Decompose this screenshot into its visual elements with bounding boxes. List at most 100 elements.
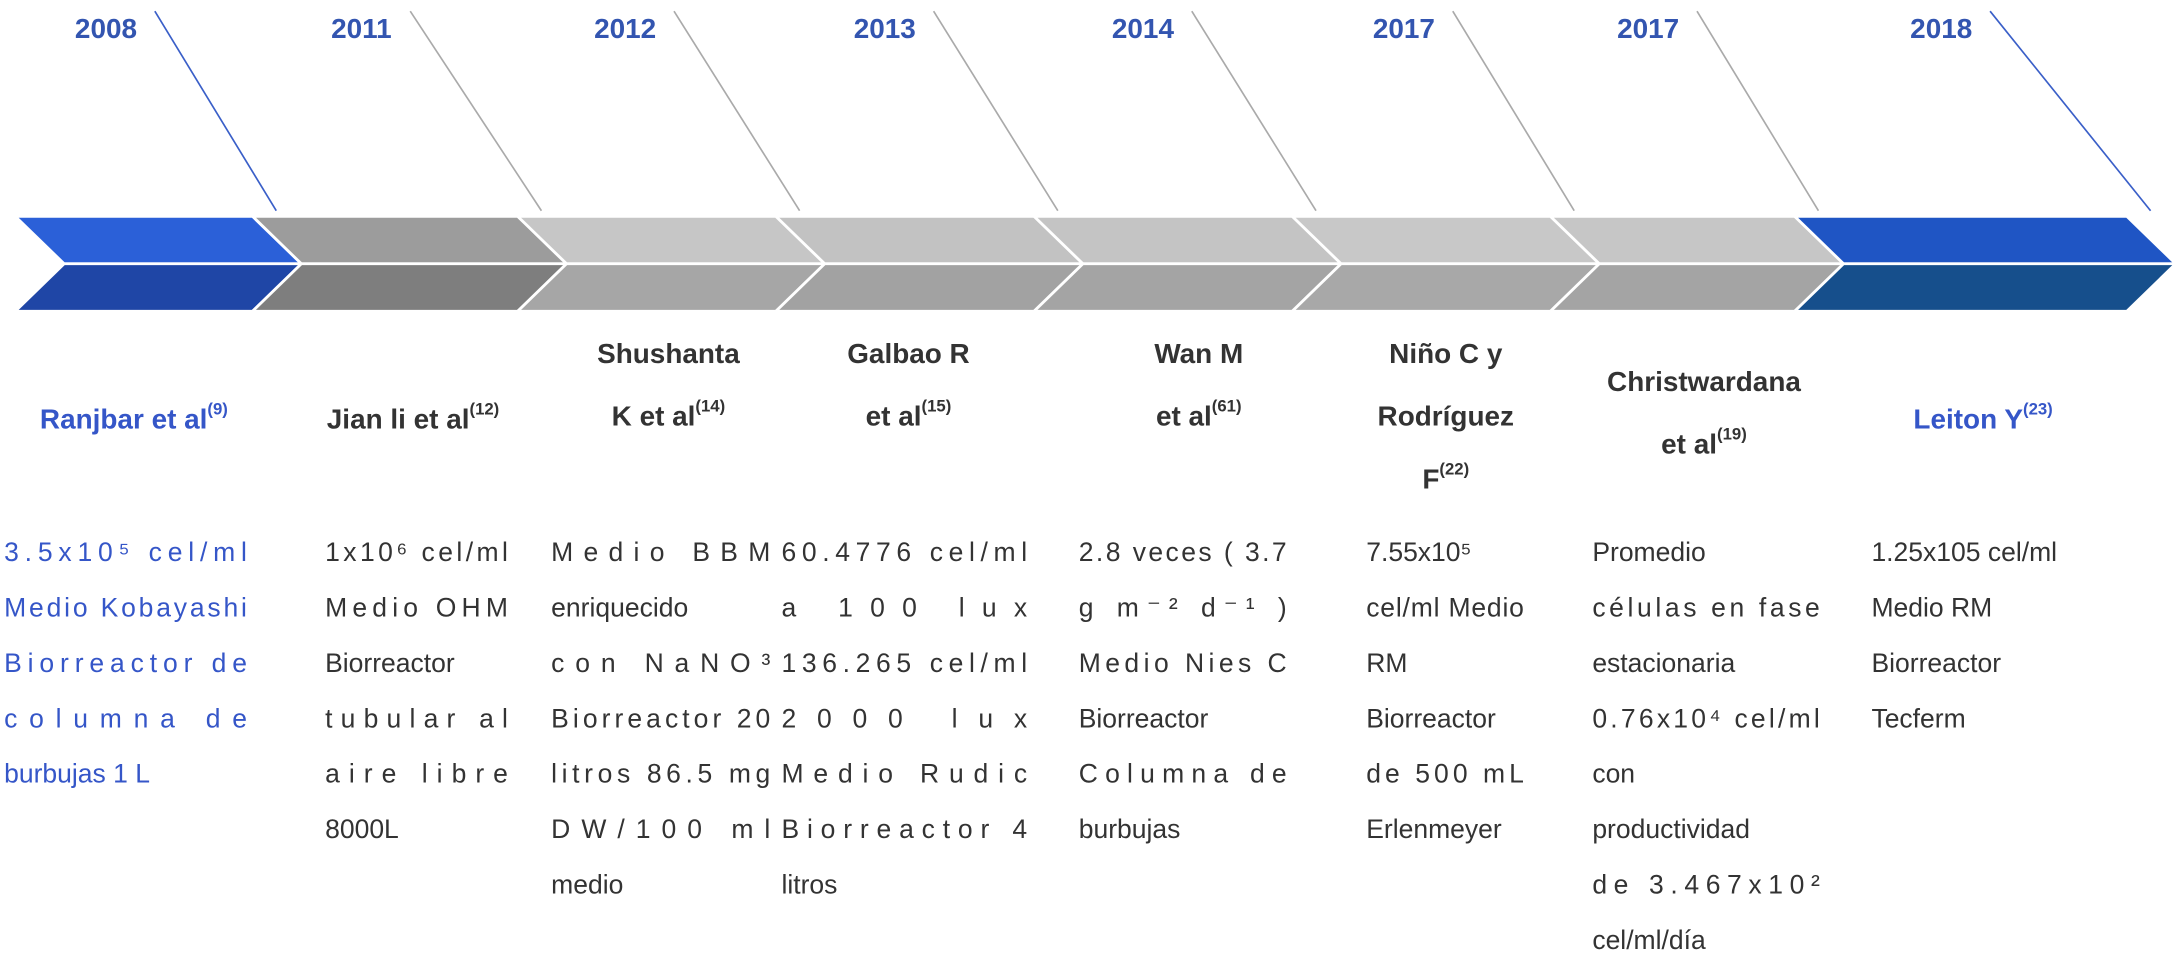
detail-line: columna de (4, 703, 247, 733)
arrow-top (1030, 214, 1345, 266)
detail-line: burbujas 1 L (4, 759, 150, 789)
arrow-top (1791, 214, 2180, 266)
detail-line: Biorreactor 4 (781, 814, 1027, 844)
detail-line: 3.5x10⁵ cel/ml (4, 537, 247, 567)
author-line: F (1422, 464, 1439, 495)
author: Leiton Y(23) (1913, 400, 2052, 435)
author-line: et al (866, 401, 922, 432)
arrow-bottom (1791, 262, 2180, 313)
author-line: Jian li et al (327, 404, 470, 435)
author-ref: (15) (922, 397, 952, 416)
author-line: Niño C y (1389, 338, 1503, 369)
detail-line: 2000 lux (781, 703, 1027, 733)
author-line: et al (1156, 401, 1212, 432)
author-line: Leiton Y (1913, 404, 2023, 435)
year: 2017 (1373, 13, 1435, 44)
detail-line: enriquecido (551, 592, 688, 622)
author-ref: (23) (2023, 400, 2053, 419)
detail-line: Erlenmeyer (1366, 814, 1502, 844)
detail-line: Promedio (1592, 537, 1705, 567)
detail-line: tubular al (325, 703, 508, 733)
detail-line: Biorreactor de (4, 648, 247, 678)
author: et al(19) (1661, 425, 1747, 460)
connector (673, 10, 801, 212)
arrow-top (1547, 214, 1847, 266)
detail-line: aire libre (325, 759, 508, 789)
detail-line: burbujas (1079, 814, 1181, 844)
author-line: K et al (612, 401, 696, 432)
connector (1989, 10, 2152, 212)
arrow-bottom (514, 262, 829, 313)
detail-line: Columna de (1079, 759, 1287, 789)
detail-line: 1x10⁶ cel/ml (325, 537, 508, 567)
author: Christwardana (1607, 366, 1801, 397)
author-ref: (9) (207, 400, 227, 419)
connector (409, 10, 543, 212)
author: K et al(14) (612, 397, 726, 432)
author: et al(61) (1156, 397, 1242, 432)
author: Jian li et al(12) (327, 400, 499, 435)
arrow-bottom (1030, 262, 1345, 313)
detail-line: Medio OHM (325, 592, 508, 622)
connector (1191, 10, 1317, 212)
detail-line: DW/100 ml (551, 814, 770, 844)
author-ref: (12) (469, 400, 499, 419)
detail-line: cel/ml/día (1592, 925, 1706, 955)
detail-line: Medio BBM (551, 537, 770, 567)
author: Galbao R (847, 338, 970, 369)
author: Wan M (1154, 338, 1243, 369)
year: 2011 (331, 13, 392, 44)
year: 2012 (594, 13, 656, 44)
detail-line: 1.25x105 cel/ml (1871, 537, 2057, 567)
connector (1452, 10, 1575, 212)
arrow-top (772, 214, 1087, 266)
detail-line: Biorreactor 20 (551, 703, 770, 733)
detail-line: 8000L (325, 814, 399, 844)
detail-line: Medio Nies C (1079, 648, 1287, 678)
year: 2013 (854, 13, 916, 44)
connector (154, 10, 277, 212)
author-ref: (19) (1717, 425, 1747, 444)
detail-line: de 500 mL (1366, 759, 1524, 789)
detail-line: con (1592, 759, 1635, 789)
detail-line: productividad (1592, 814, 1750, 844)
author-line: Christwardana (1607, 366, 1801, 397)
arrow-top (1288, 214, 1603, 266)
year: 2008 (75, 13, 137, 44)
detail-line: 60.4776 cel/ml (781, 537, 1027, 567)
author: Shushanta (597, 338, 740, 369)
author: F(22) (1422, 460, 1469, 495)
arrow-bottom (249, 262, 570, 313)
detail-line: medio (551, 869, 623, 899)
year: 2018 (1910, 13, 1972, 44)
detail-line: Tecferm (1871, 703, 1965, 733)
author: Ranjbar et al(9) (40, 400, 228, 435)
connector (932, 10, 1059, 212)
detail-line: Medio Rudic (781, 759, 1027, 789)
detail-line: Biorreactor (1871, 648, 2001, 678)
detail-line: litros (781, 869, 837, 899)
detail-line: estacionaria (1592, 648, 1735, 678)
author: et al(15) (866, 397, 952, 432)
detail-line: células en fase (1592, 592, 1819, 622)
detail-line: Biorreactor (1079, 703, 1209, 733)
detail-line: cel/ml Medio (1366, 592, 1524, 622)
arrow-bottom (772, 262, 1087, 313)
detail-line: 0.76x10⁴ cel/ml (1592, 703, 1819, 733)
author: Rodríguez (1378, 401, 1514, 432)
arrow-bottom (1288, 262, 1603, 313)
author-line: Rodríguez (1378, 401, 1514, 432)
year: 2017 (1617, 13, 1679, 44)
detail-line: 136.265 cel/ml (781, 648, 1027, 678)
detail-line: g m⁻² d⁻¹ ) (1079, 592, 1287, 622)
author-ref: (61) (1212, 397, 1242, 416)
author-line: Wan M (1154, 338, 1243, 369)
detail-line: Biorreactor (1366, 703, 1496, 733)
detail-line: de 3.467x10² (1592, 869, 1820, 899)
arrow-top (514, 214, 829, 266)
author-line: et al (1661, 429, 1717, 460)
year: 2014 (1112, 13, 1175, 44)
detail-line: con NaNO³ (551, 648, 770, 678)
